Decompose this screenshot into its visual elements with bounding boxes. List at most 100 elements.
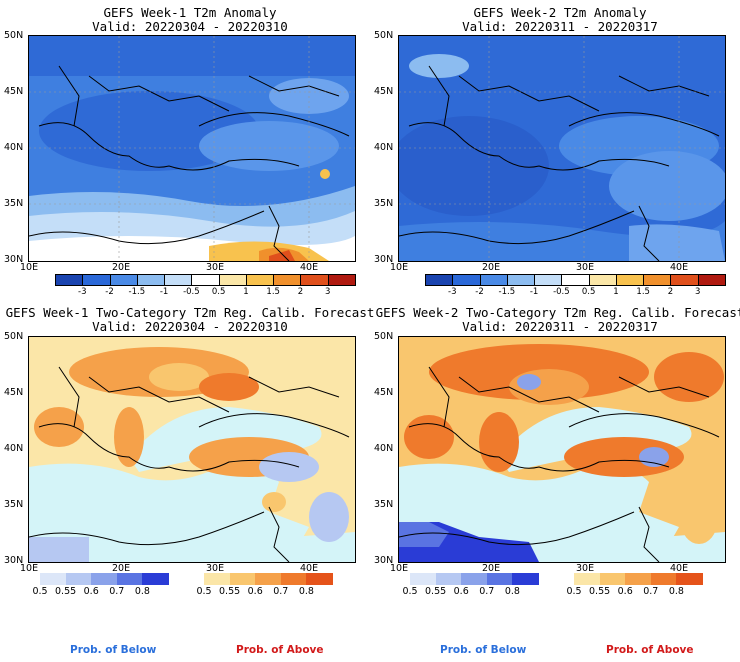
anomaly-colorbar: -3 -2 -1.5 -1 -0.5 0.5 1 1.5 2 3 [425, 274, 726, 298]
colorbar-swatch [512, 573, 539, 585]
colorbar-swatch [561, 274, 590, 286]
colorbar-tick-label: 0.7 [643, 586, 659, 597]
colorbar-swatch [55, 274, 84, 286]
colorbar-tick-label: -2 [105, 287, 114, 297]
colorbar-tick-label: 0.5 [196, 586, 212, 597]
prob-above-colorbar: 0.5 0.55 0.6 0.7 0.8 [566, 573, 716, 599]
colorbar-swatch [534, 274, 563, 286]
colorbar-tick-label: -0.5 [553, 287, 570, 297]
lon-label: 20E [112, 262, 131, 273]
colorbar-tick-label: 3 [695, 287, 701, 297]
anomaly-map-week1 [28, 35, 356, 262]
colorbar-swatch [643, 274, 672, 286]
colorbar-swatch [91, 573, 118, 585]
lat-label: 50N [4, 331, 24, 342]
colorbar-tick-label: -1.5 [128, 287, 146, 297]
colorbar-tick-label: 1.5 [636, 287, 650, 297]
colorbar-swatch [650, 573, 678, 585]
colorbar-swatch [625, 573, 652, 585]
colorbar-swatch [670, 274, 699, 286]
colorbar-tick-label: 0.5 [402, 586, 418, 597]
lat-label: 45N [4, 387, 24, 398]
colorbar-swatch [65, 573, 93, 585]
colorbar-swatch [136, 274, 166, 286]
colorbar-swatch [218, 274, 247, 286]
colorbar-tick-label: 1 [243, 287, 249, 297]
panel-valid-date: Valid: 20220311 - 20220317 [462, 319, 658, 334]
colorbar-tick-label: -1 [529, 287, 539, 297]
colorbar-swatch [142, 573, 169, 585]
colorbar-tick-label: 3 [325, 287, 331, 297]
lon-label: 30E [576, 563, 595, 574]
colorbar-swatch [574, 573, 601, 585]
prob-above-colorbar: 0.5 0.55 0.6 0.7 0.8 [196, 573, 346, 599]
colorbar-tick-label: 0.8 [504, 586, 520, 597]
lon-label: 30E [206, 563, 225, 574]
lat-label: 50N [374, 331, 394, 342]
prob-below-label: Prob. of Below [440, 644, 527, 656]
colorbar-swatch [676, 573, 703, 585]
colorbar-tick-label: 0.7 [273, 586, 289, 597]
colorbar-swatch [461, 573, 488, 585]
colorbar-tick-label: 0.8 [668, 586, 684, 597]
colorbar-swatch [615, 274, 645, 286]
colorbar-tick-label: 0.8 [134, 586, 150, 597]
colorbar-tick-label: 0.6 [617, 586, 633, 597]
colorbar-tick-label: 0.5 [581, 287, 596, 297]
colorbar-swatch [109, 274, 138, 286]
colorbar-swatch [425, 274, 454, 286]
colorbar-tick-label: 0.55 [425, 586, 447, 597]
panel-week1-anomaly: GEFS Week-1 T2m Anomaly Valid: 20220304 … [0, 0, 370, 300]
lat-label: 40N [374, 142, 394, 153]
colorbar-swatch [410, 573, 437, 585]
colorbar-tick-label: 0.55 [219, 586, 241, 597]
colorbar-swatch [229, 573, 257, 585]
lon-label: 20E [482, 262, 501, 273]
lat-label: 40N [4, 443, 24, 454]
prob-below-colorbar: 0.5 0.55 0.6 0.7 0.8 [402, 573, 552, 599]
lat-label: 35N [374, 499, 394, 510]
colorbar-swatch [506, 274, 536, 286]
prob-above-label: Prob. of Above [236, 644, 324, 656]
lon-label: 20E [112, 563, 131, 574]
lat-label: 30N [374, 555, 394, 566]
lon-label: 10E [20, 262, 39, 273]
lon-label: 40E [300, 262, 319, 273]
colorbar-swatch [697, 274, 726, 286]
lat-label: 35N [4, 198, 24, 209]
probability-map-week1 [28, 336, 356, 563]
colorbar-tick-label: 0.5 [566, 586, 582, 597]
lon-label: 40E [670, 262, 689, 273]
colorbar-swatch [245, 274, 275, 286]
colorbar-swatch [486, 573, 514, 585]
lat-label: 45N [374, 86, 394, 97]
colorbar-tick-label: 0.6 [83, 586, 99, 597]
colorbar-tick-label: 0.5 [32, 586, 48, 597]
colorbar-tick-label: 0.55 [55, 586, 77, 597]
lon-label: 30E [576, 262, 595, 273]
colorbar-tick-label: -3 [448, 287, 457, 297]
colorbar-tick-label: 0.6 [453, 586, 469, 597]
colorbar-tick-label: 1.5 [266, 287, 280, 297]
colorbar-swatch [300, 274, 329, 286]
lat-label: 50N [4, 30, 24, 41]
lat-label: 30N [4, 555, 24, 566]
colorbar-tick-label: 0.7 [479, 586, 495, 597]
prob-below-label: Prob. of Below [70, 644, 157, 656]
lat-label: 45N [4, 86, 24, 97]
colorbar-tick-label: -0.5 [183, 287, 200, 297]
panel-week1-probability: GEFS Week-1 Two-Category T2m Reg. Calib.… [0, 300, 374, 662]
colorbar-swatch [82, 274, 111, 286]
prob-below-colorbar: 0.5 0.55 0.6 0.7 0.8 [32, 573, 182, 599]
colorbar-swatch [280, 573, 308, 585]
lon-label: 40E [670, 563, 689, 574]
colorbar-tick-label: 2 [297, 287, 304, 297]
colorbar-tick-label: 0.8 [298, 586, 314, 597]
anomaly-colorbar: -3 -2 -1.5 -1 -0.5 0.5 1 1.5 2 3 [55, 274, 356, 298]
lat-label: 40N [4, 142, 24, 153]
lon-label: 30E [206, 262, 225, 273]
colorbar-tick-label: 0.55 [589, 586, 611, 597]
panel-week2-probability: GEFS Week-2 Two-Category T2m Reg. Calib.… [370, 300, 740, 662]
colorbar-tick-label: 1 [613, 287, 619, 297]
colorbar-tick-label: 0.6 [247, 586, 263, 597]
